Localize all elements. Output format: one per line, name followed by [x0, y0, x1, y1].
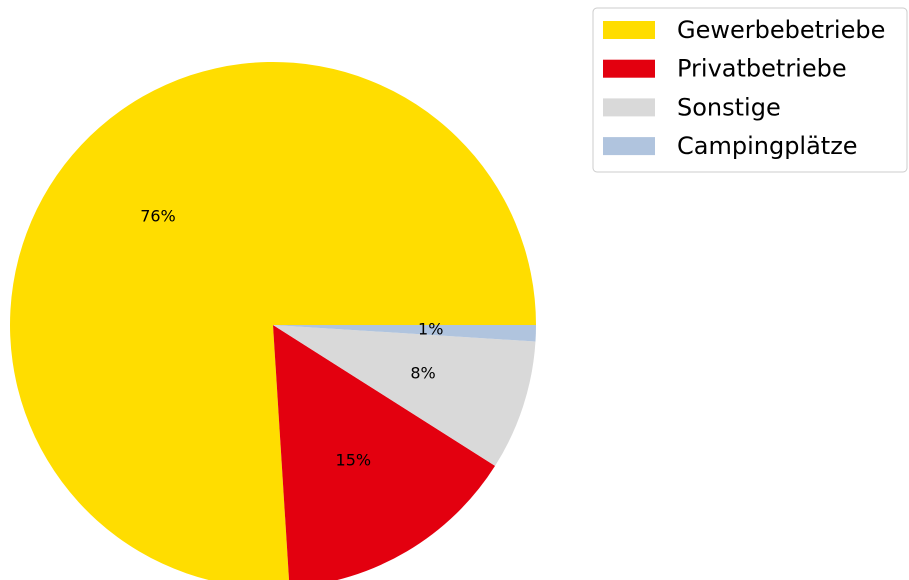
legend-label: Gewerbebetriebe [677, 16, 885, 44]
pie-slice [273, 325, 536, 466]
legend-label: Privatbetriebe [677, 55, 847, 83]
pie-slice [273, 325, 536, 342]
legend-box [592, 7, 908, 173]
pie-slice [273, 325, 496, 580]
legend-swatch [603, 21, 655, 39]
legend: Gewerbebetriebe Privatbetriebe Sonstige Cam… [592, 7, 908, 173]
data-label: 8% [410, 363, 435, 382]
legend-swatch [603, 59, 655, 78]
legend-label: Campingplätze [677, 132, 858, 160]
legend-swatch [603, 98, 655, 117]
data-label: 15% [336, 450, 372, 469]
legend-label: Sonstige [677, 93, 781, 121]
pie-slice [10, 62, 536, 580]
pie: 76% 15% 8% 1% [10, 62, 536, 580]
data-label: 1% [418, 319, 443, 338]
data-label: 76% [140, 206, 176, 225]
legend-swatch [603, 137, 655, 156]
